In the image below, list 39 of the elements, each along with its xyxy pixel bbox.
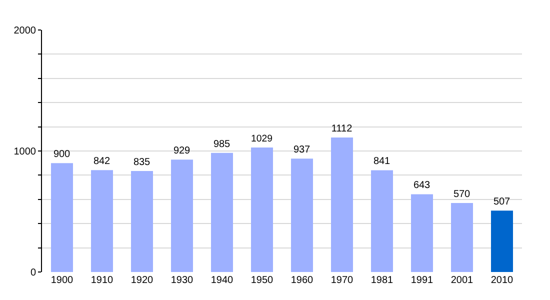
x-tick-label: 1950: [250, 275, 274, 286]
y-tick-label: 1000: [14, 146, 36, 158]
data-label: 937: [293, 144, 311, 156]
bar: [451, 203, 473, 272]
bar: [411, 194, 433, 272]
x-tick-label: 1991: [410, 275, 434, 286]
data-label: 507: [493, 196, 511, 208]
bar: [211, 152, 233, 272]
x-tick-label: 1920: [130, 275, 154, 286]
data-label: 1029: [251, 134, 273, 145]
data-label: 841: [373, 156, 391, 168]
data-label: 570: [453, 189, 471, 200]
bar: [491, 210, 513, 272]
bar: [51, 163, 73, 272]
x-tick-label: 1910: [90, 275, 114, 286]
y-tick-label: 2000: [14, 26, 36, 36]
bar: [331, 137, 353, 272]
bar: [91, 170, 113, 272]
x-tick-label: 1970: [330, 275, 354, 286]
bar: [131, 170, 153, 272]
x-tick-label: 1900: [50, 275, 74, 286]
data-label: 985: [213, 138, 231, 150]
bar: [291, 158, 313, 272]
bar: [251, 147, 273, 272]
y-tick-label: 0: [30, 268, 36, 278]
data-label: 900: [53, 149, 71, 160]
bar: [371, 170, 393, 272]
data-label: 835: [133, 156, 151, 168]
x-tick-label: 1981: [370, 275, 394, 286]
data-label: 1112: [331, 123, 353, 134]
data-label: 929: [173, 146, 191, 157]
x-tick-label: 1960: [290, 275, 314, 286]
x-tick-label: 2010: [490, 275, 514, 286]
x-tick-label: 2001: [450, 275, 474, 286]
x-tick-label: 1930: [170, 275, 194, 286]
x-tick-label: 1940: [210, 275, 234, 286]
data-label: 643: [413, 180, 431, 192]
bar: [171, 160, 193, 272]
data-label: 842: [93, 156, 111, 168]
